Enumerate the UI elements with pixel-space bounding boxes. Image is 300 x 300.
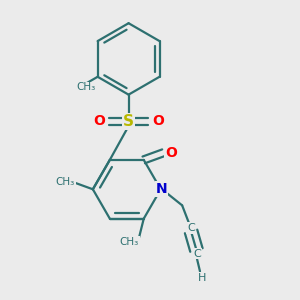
Text: O: O bbox=[152, 114, 164, 128]
Text: CH₃: CH₃ bbox=[120, 237, 139, 247]
Text: C: C bbox=[187, 223, 195, 233]
Text: S: S bbox=[123, 114, 134, 129]
Text: H: H bbox=[198, 273, 206, 283]
Text: CH₃: CH₃ bbox=[76, 82, 95, 92]
Text: CH₃: CH₃ bbox=[56, 177, 75, 187]
Text: C: C bbox=[193, 249, 201, 259]
Text: O: O bbox=[165, 146, 177, 160]
Text: O: O bbox=[93, 114, 105, 128]
Text: N: N bbox=[156, 182, 167, 196]
